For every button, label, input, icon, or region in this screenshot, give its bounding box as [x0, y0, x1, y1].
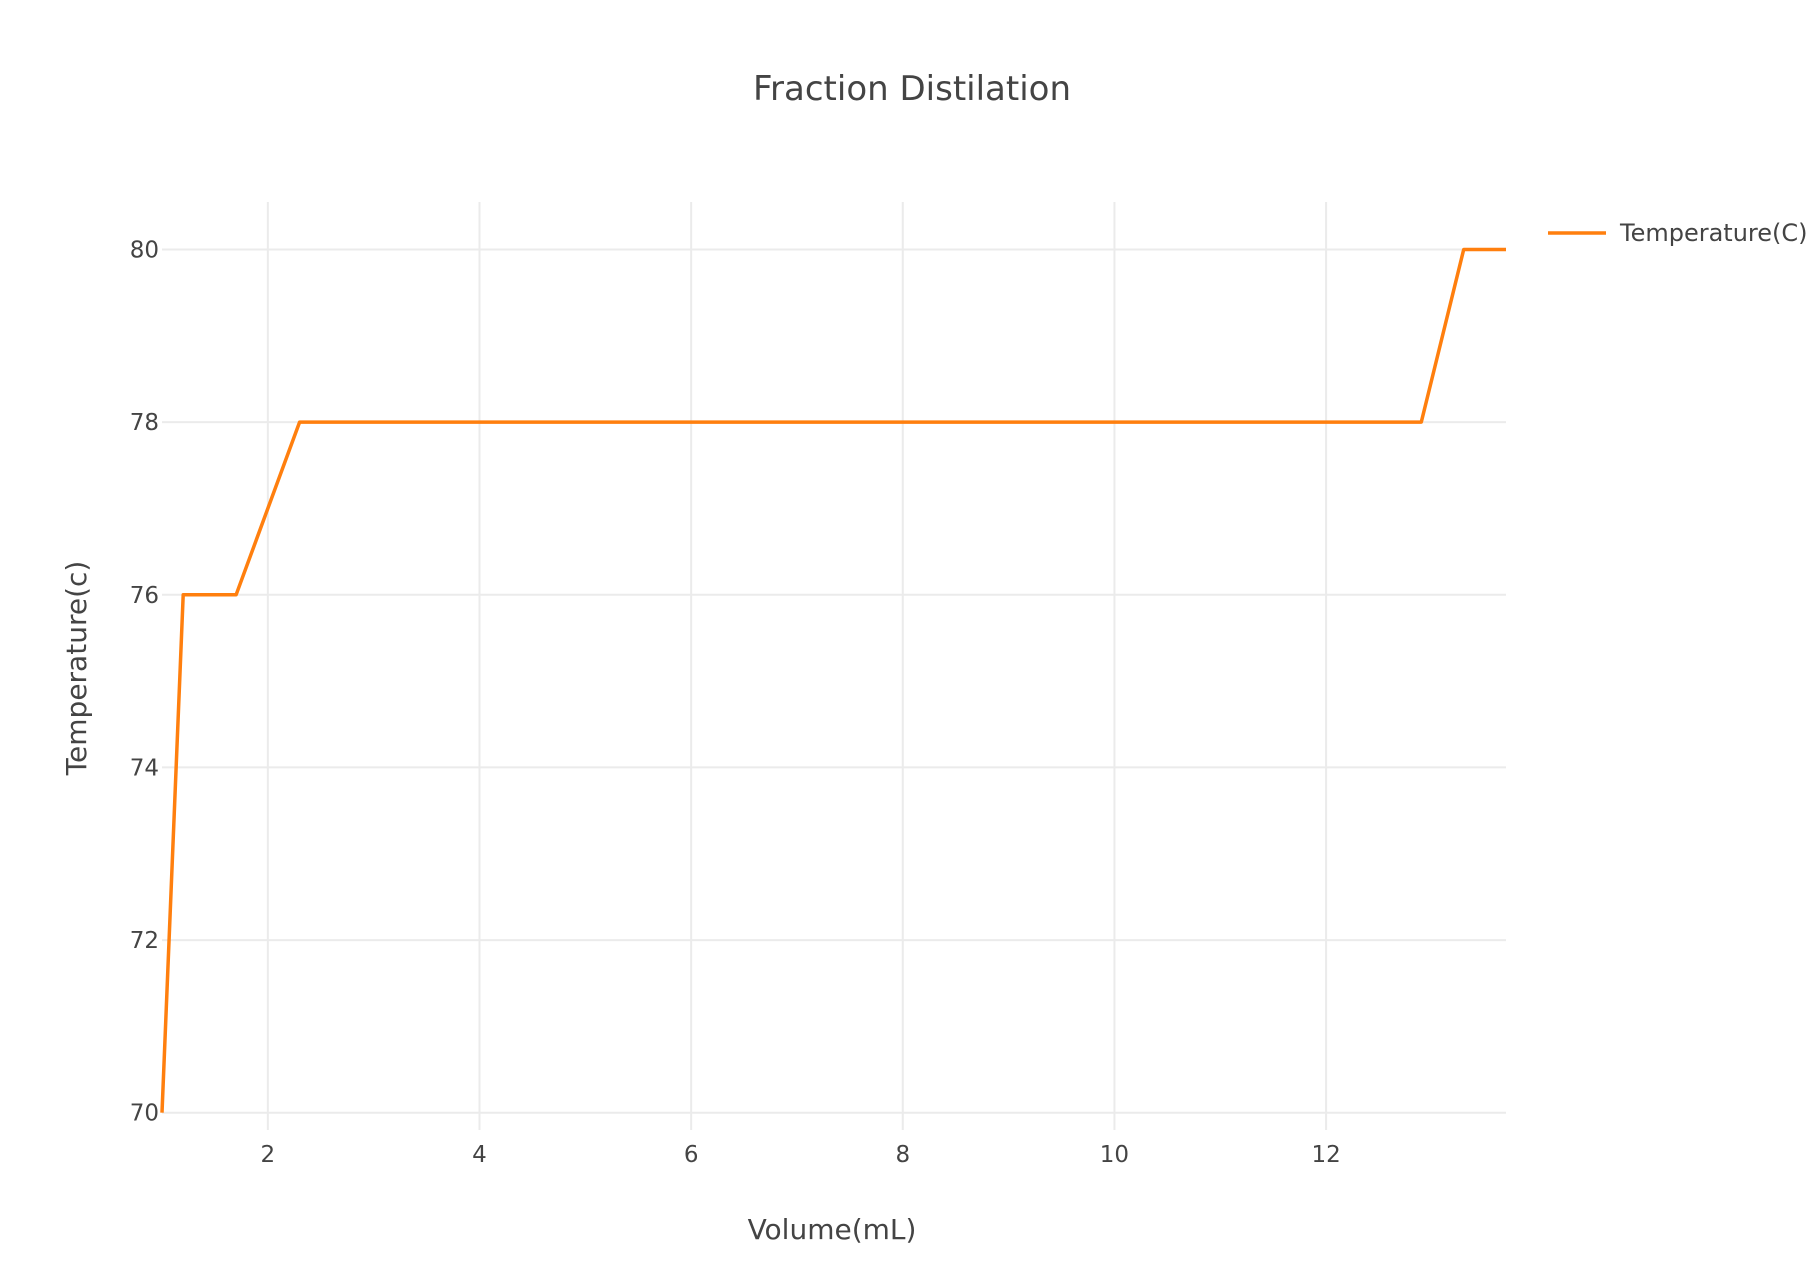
x-tick-label: 8	[895, 1142, 910, 1168]
y-tick-label: 74	[130, 755, 159, 781]
y-axis-title: Temperature(c)	[60, 561, 93, 777]
series-line	[160, 247, 1506, 1113]
y-axis-ticks: 70 72 74 76 78 80	[130, 237, 159, 1126]
legend[interactable]: Temperature(C)	[1548, 219, 1808, 247]
x-axis-title: Volume(mL)	[748, 1213, 917, 1246]
y-tick-label: 78	[130, 410, 159, 436]
x-tick-label: 4	[472, 1142, 487, 1168]
x-tick-label: 6	[684, 1142, 699, 1168]
y-tick-label: 70	[130, 1101, 159, 1127]
legend-item[interactable]: Temperature(C)	[1548, 219, 1808, 247]
x-gridlines	[266, 202, 1328, 1130]
x-tick-label: 2	[261, 1142, 276, 1168]
legend-label: Temperature(C)	[1619, 219, 1808, 247]
y-tick-label: 80	[130, 237, 159, 263]
plot-area	[160, 247, 1506, 1113]
x-tick-label: 10	[1100, 1142, 1129, 1168]
x-axis-ticks: 2 4 6 8 10 12	[261, 1142, 1341, 1168]
x-tick-label: 12	[1311, 1142, 1340, 1168]
chart-title: Fraction Distilation	[753, 69, 1071, 109]
y-tick-label: 76	[130, 583, 159, 609]
y-tick-label: 72	[130, 928, 159, 954]
y-gridlines	[162, 248, 1506, 1114]
